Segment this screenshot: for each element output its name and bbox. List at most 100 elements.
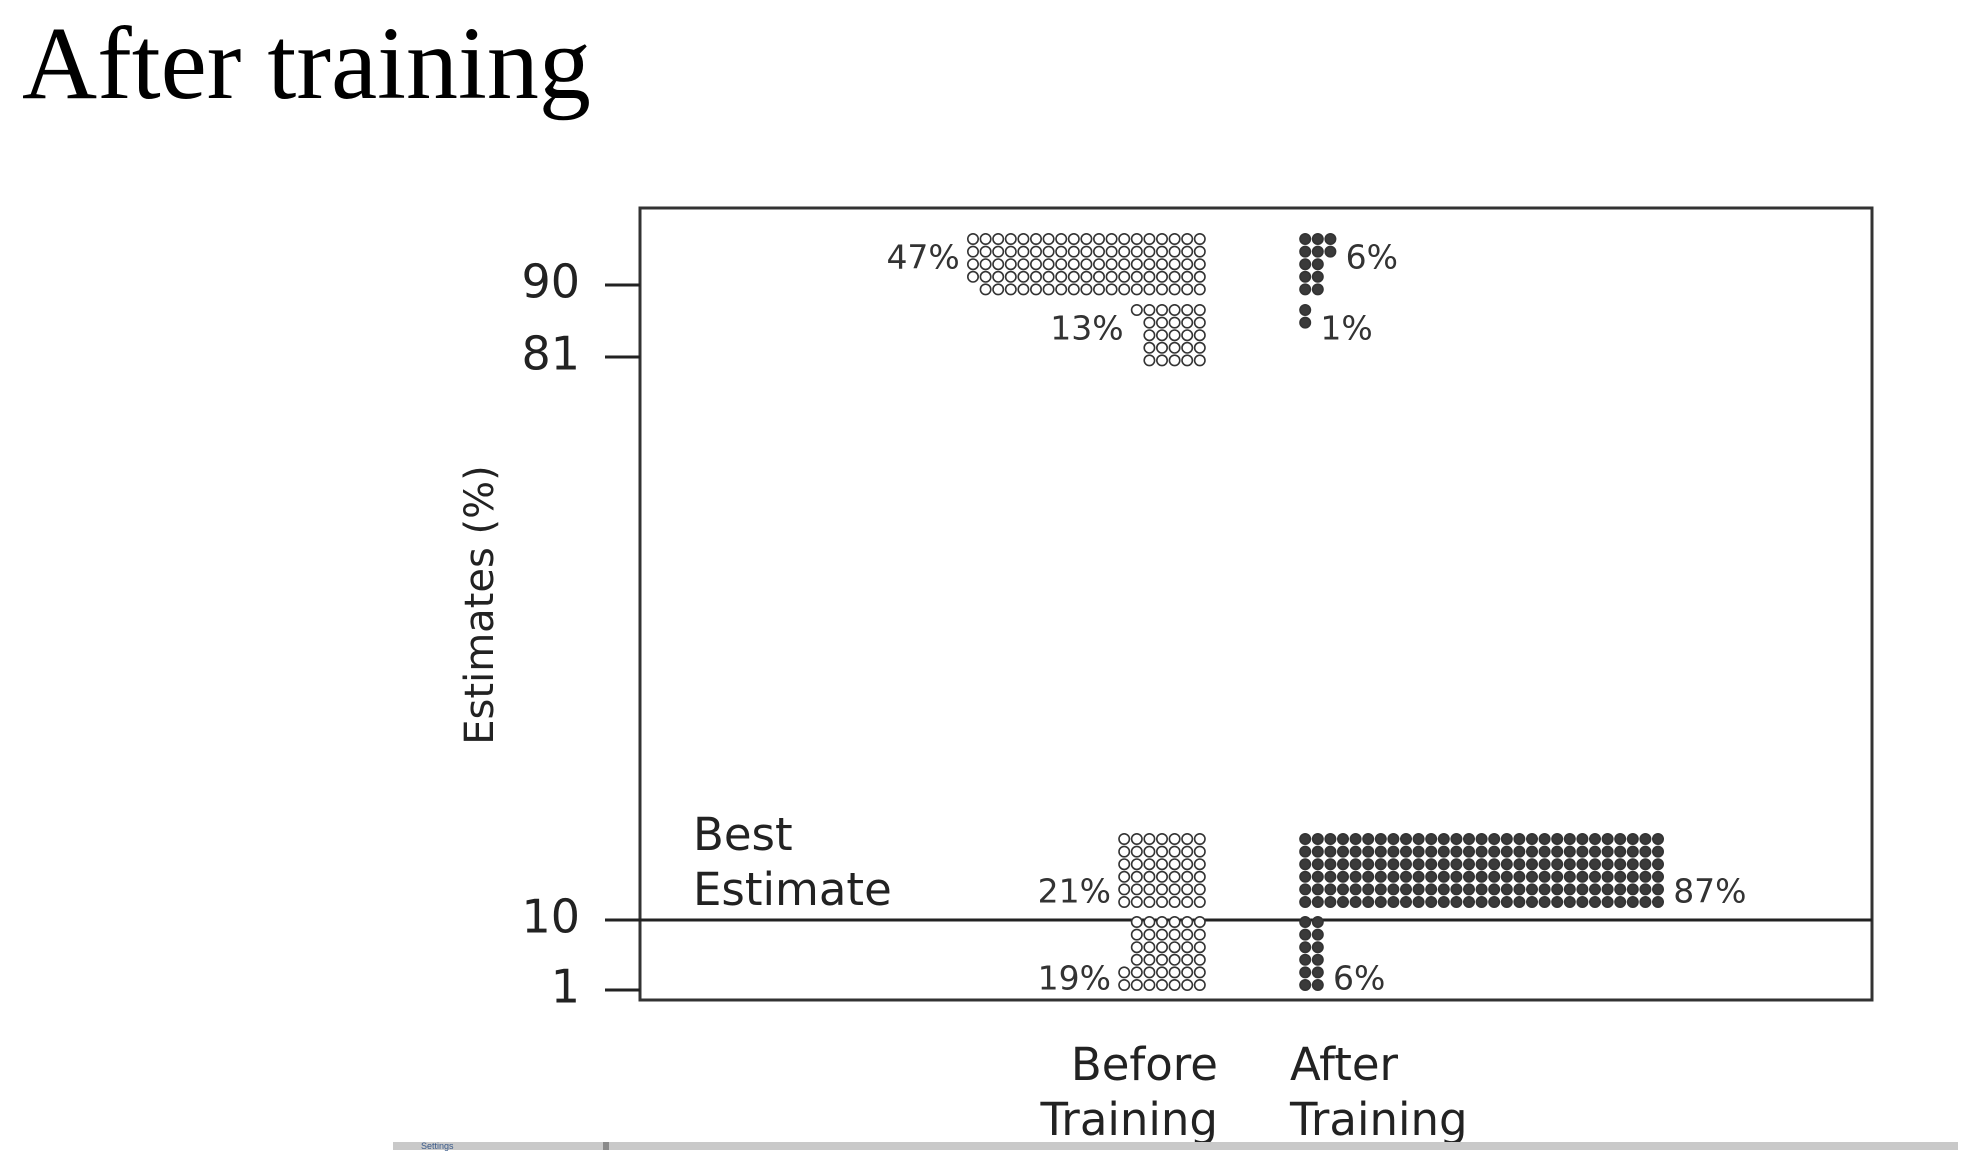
dot — [1337, 845, 1350, 858]
dot — [1143, 270, 1156, 283]
before-pct-10: 21% — [1038, 872, 1111, 911]
dot — [1156, 303, 1169, 316]
dot — [1143, 895, 1156, 908]
dot — [1387, 883, 1400, 896]
dot — [1055, 258, 1068, 271]
dot — [1299, 245, 1312, 258]
dot — [1488, 832, 1501, 845]
dot — [1337, 858, 1350, 871]
dot — [1500, 858, 1513, 871]
dot — [1143, 953, 1156, 966]
dot — [1130, 258, 1143, 271]
dot — [1130, 978, 1143, 991]
dot — [1538, 883, 1551, 896]
dot — [1626, 858, 1639, 871]
dot — [1156, 233, 1169, 246]
dot — [1311, 845, 1324, 858]
dot — [1450, 832, 1463, 845]
dot — [1118, 258, 1131, 271]
dot — [1193, 915, 1206, 928]
dot — [1538, 895, 1551, 908]
dot — [1093, 245, 1106, 258]
dot — [1118, 245, 1131, 258]
y-tick-label-90: 90 — [521, 255, 580, 309]
dot — [1299, 858, 1312, 871]
after-dots-90 — [1299, 233, 1337, 296]
dot — [1526, 832, 1539, 845]
dot — [1311, 832, 1324, 845]
dot — [1143, 283, 1156, 296]
dot — [1156, 883, 1169, 896]
after-pct-10: 87% — [1673, 872, 1746, 911]
dot — [1156, 928, 1169, 941]
dot — [1156, 245, 1169, 258]
dot — [966, 270, 979, 283]
dot — [1374, 895, 1387, 908]
dot — [1488, 858, 1501, 871]
dot — [1551, 845, 1564, 858]
dot — [1488, 883, 1501, 896]
dot — [1004, 245, 1017, 258]
dot — [1193, 966, 1206, 979]
dot — [1118, 966, 1131, 979]
dot — [1400, 870, 1413, 883]
dot — [1168, 941, 1181, 954]
after-dots-81 — [1299, 303, 1312, 329]
dot — [1181, 316, 1194, 329]
dot — [992, 270, 1005, 283]
dot — [1130, 845, 1143, 858]
dot — [1168, 953, 1181, 966]
dot — [1017, 233, 1030, 246]
dot — [1463, 870, 1476, 883]
dot — [1168, 928, 1181, 941]
dot — [1130, 895, 1143, 908]
dot — [1105, 258, 1118, 271]
dot — [1093, 233, 1106, 246]
dot — [1387, 845, 1400, 858]
dot — [992, 245, 1005, 258]
dot — [1299, 303, 1312, 316]
dot — [1614, 845, 1627, 858]
dot — [1614, 895, 1627, 908]
dot — [1181, 845, 1194, 858]
dot — [1168, 354, 1181, 367]
dot — [1156, 283, 1169, 296]
dot — [1412, 883, 1425, 896]
dot — [1551, 858, 1564, 871]
dot — [1118, 978, 1131, 991]
dot — [1652, 895, 1665, 908]
before-dots-90 — [966, 233, 1206, 296]
dot — [1374, 858, 1387, 871]
dot — [1639, 883, 1652, 896]
dot — [1156, 354, 1169, 367]
dot — [1193, 953, 1206, 966]
dot — [1311, 895, 1324, 908]
dot — [1080, 283, 1093, 296]
dot — [1400, 845, 1413, 858]
dot — [1181, 233, 1194, 246]
dot — [1425, 895, 1438, 908]
dot — [1168, 895, 1181, 908]
dot — [1614, 883, 1627, 896]
dot — [1093, 283, 1106, 296]
dot — [1576, 870, 1589, 883]
dot — [1475, 883, 1488, 896]
y-axis-title: Estimates (%) — [457, 465, 503, 744]
dot — [1311, 978, 1324, 991]
dot — [1589, 883, 1602, 896]
dot — [1193, 895, 1206, 908]
dot — [1143, 978, 1156, 991]
dot — [1168, 858, 1181, 871]
dot — [1030, 283, 1043, 296]
dot — [1130, 858, 1143, 871]
dot — [1181, 953, 1194, 966]
dot — [1311, 233, 1324, 246]
dot — [1168, 870, 1181, 883]
dot — [1156, 858, 1169, 871]
dot — [1299, 316, 1312, 329]
after-pct-90: 6% — [1346, 238, 1398, 277]
dot — [1425, 845, 1438, 858]
dot — [1626, 832, 1639, 845]
dot — [1538, 832, 1551, 845]
dot — [1299, 895, 1312, 908]
